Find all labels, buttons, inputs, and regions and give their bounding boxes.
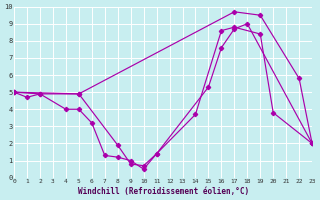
X-axis label: Windchill (Refroidissement éolien,°C): Windchill (Refroidissement éolien,°C) xyxy=(77,187,249,196)
